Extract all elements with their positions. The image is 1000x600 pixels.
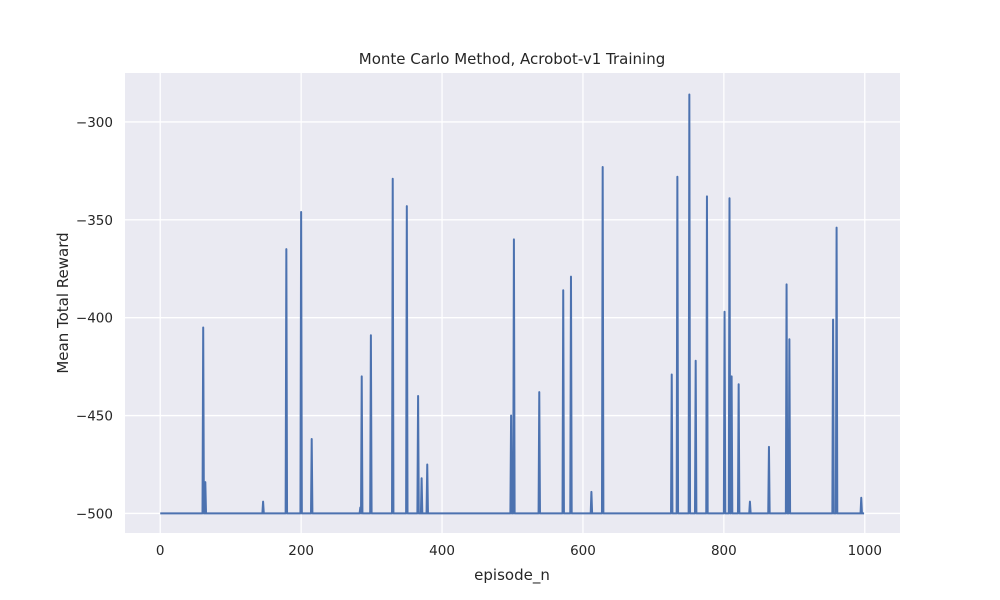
x-axis-label: episode_n [474,566,550,585]
x-tick-label: 1000 [848,543,882,559]
y-tick-labels: −500 −450 −400 −350 −300 [76,115,113,522]
x-tick-label: 800 [711,543,737,559]
x-tick-label: 600 [570,543,596,559]
y-tick-label: −350 [76,213,113,229]
x-tick-labels: 0 200 400 600 800 1000 [156,543,882,559]
y-axis-label: Mean Total Reward [54,232,72,373]
y-tick-label: −500 [76,506,113,522]
x-tick-label: 400 [429,543,455,559]
x-tick-label: 200 [288,543,314,559]
y-tick-label: −300 [76,115,113,131]
y-tick-label: −450 [76,409,113,425]
series-line [160,93,865,515]
chart-title: Monte Carlo Method, Acrobot-v1 Training [359,50,665,68]
y-tick-label: −400 [76,311,113,327]
x-tick-label: 0 [156,543,165,559]
